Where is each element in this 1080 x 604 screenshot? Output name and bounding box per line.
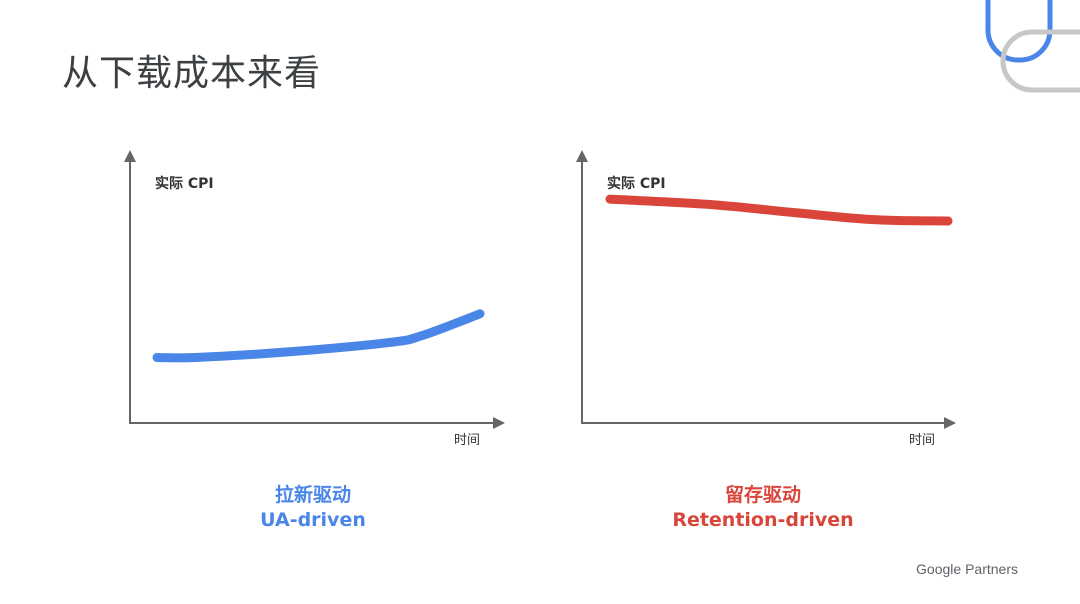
caption-en: UA-driven <box>260 509 366 531</box>
google-partners-logo: Google Partners <box>916 561 1018 577</box>
series-line-ua <box>152 309 485 363</box>
x-axis-label: 时间 <box>454 433 480 448</box>
y-axis-label: 实际 CPI <box>155 175 214 192</box>
deco-blue-shape <box>985 0 1053 63</box>
slide-title: 从下载成本来看 <box>62 53 322 94</box>
series-line-retention <box>605 194 953 226</box>
ua-driven-caption: 拉新驱动 UA-driven <box>163 483 463 533</box>
deco-gray-shape <box>1000 29 1080 93</box>
x-axis-label: 时间 <box>909 433 935 448</box>
caption-cn: 拉新驱动 <box>274 484 351 506</box>
retention-driven-caption: 留存驱动 Retention-driven <box>613 483 913 533</box>
x-axis-arrow <box>493 417 505 429</box>
y-axis-arrow <box>124 150 136 162</box>
caption-en: Retention-driven <box>672 509 854 531</box>
y-axis-arrow <box>576 150 588 162</box>
caption-cn: 留存驱动 <box>724 484 801 506</box>
x-axis-arrow <box>944 417 956 429</box>
y-axis-label: 实际 CPI <box>607 175 666 192</box>
